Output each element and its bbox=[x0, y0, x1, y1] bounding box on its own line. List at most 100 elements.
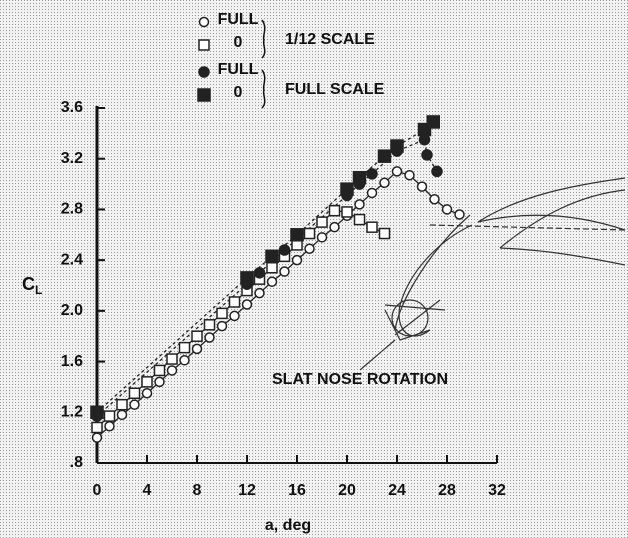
point bbox=[279, 266, 290, 277]
point bbox=[391, 166, 403, 177]
point bbox=[431, 165, 443, 178]
point bbox=[266, 276, 278, 287]
point bbox=[141, 376, 153, 388]
point bbox=[104, 420, 115, 432]
point bbox=[116, 398, 128, 411]
point bbox=[340, 182, 354, 196]
x-tick-label: 32 bbox=[488, 482, 506, 499]
point bbox=[204, 332, 215, 343]
x-tick-label: 4 bbox=[143, 482, 152, 499]
point bbox=[203, 319, 216, 331]
x-tick-label: 12 bbox=[238, 482, 256, 499]
point bbox=[191, 330, 203, 342]
y-axis-label-main: C bbox=[22, 274, 35, 294]
point bbox=[253, 267, 266, 279]
point bbox=[316, 216, 328, 228]
legend-marker bbox=[197, 88, 211, 102]
x-tick-label: 24 bbox=[388, 482, 406, 499]
point bbox=[178, 341, 191, 354]
y-tick-label: 2.0 bbox=[61, 302, 83, 319]
point bbox=[229, 310, 240, 322]
point bbox=[129, 399, 140, 410]
point bbox=[378, 227, 391, 240]
y-tick-label: 2.8 bbox=[61, 201, 83, 218]
point bbox=[278, 244, 291, 256]
point bbox=[254, 287, 265, 299]
point bbox=[377, 149, 392, 163]
point bbox=[191, 343, 203, 355]
point bbox=[90, 405, 104, 420]
point bbox=[179, 355, 190, 366]
point bbox=[341, 206, 353, 218]
legend-label: 0 bbox=[234, 84, 243, 101]
x-tick-label: 28 bbox=[438, 482, 456, 499]
point bbox=[352, 170, 367, 185]
point bbox=[316, 232, 328, 243]
legend-bracket bbox=[261, 69, 266, 109]
point bbox=[366, 168, 378, 180]
legend-label: 0 bbox=[234, 34, 243, 51]
point bbox=[216, 307, 228, 320]
point bbox=[366, 221, 378, 233]
point bbox=[366, 187, 378, 199]
y-tick-label: 3.6 bbox=[61, 99, 83, 116]
airfoil-sketch bbox=[359, 177, 626, 371]
x-tick-label: 20 bbox=[338, 482, 356, 499]
point bbox=[390, 139, 404, 153]
x-tick-label: 8 bbox=[193, 482, 202, 499]
point bbox=[128, 387, 141, 400]
point bbox=[266, 262, 278, 274]
point bbox=[290, 228, 304, 242]
y-tick-label: 1.6 bbox=[61, 353, 83, 370]
point bbox=[228, 296, 241, 308]
point bbox=[328, 204, 341, 217]
point bbox=[265, 249, 279, 264]
y-tick-label: 3.2 bbox=[61, 150, 83, 167]
point bbox=[421, 149, 433, 161]
y-tick-label: 1.2 bbox=[61, 404, 83, 421]
legend-marker bbox=[198, 39, 210, 51]
point bbox=[91, 432, 103, 443]
y-axis-label-sub: L bbox=[35, 283, 42, 297]
x-axis-label: a, deg bbox=[265, 517, 311, 534]
point bbox=[240, 271, 254, 285]
point bbox=[416, 181, 428, 192]
point bbox=[404, 169, 415, 181]
point bbox=[454, 209, 465, 220]
point bbox=[91, 421, 103, 434]
point bbox=[426, 115, 440, 129]
y-axis-label: CL bbox=[22, 274, 42, 297]
point bbox=[303, 227, 316, 240]
legend-group: 1/12 SCALE bbox=[285, 31, 375, 48]
point bbox=[353, 213, 366, 226]
point bbox=[116, 409, 128, 421]
point bbox=[429, 194, 440, 205]
point bbox=[379, 177, 390, 189]
point bbox=[441, 204, 453, 215]
point bbox=[154, 376, 165, 388]
legend-bracket bbox=[261, 19, 266, 59]
point bbox=[141, 388, 153, 399]
point bbox=[304, 243, 315, 254]
point bbox=[329, 221, 340, 233]
legend-marker bbox=[198, 16, 210, 28]
y-tick-label: .8 bbox=[70, 454, 83, 471]
legend-label: FULL bbox=[218, 11, 259, 28]
annotation: SLAT NOSE ROTATION bbox=[272, 371, 448, 388]
point bbox=[103, 410, 116, 422]
point bbox=[216, 320, 228, 332]
legend-label: FULL bbox=[218, 61, 259, 78]
legend-marker bbox=[198, 66, 210, 78]
legend-group: FULL SCALE bbox=[285, 81, 385, 98]
point bbox=[153, 364, 166, 377]
point bbox=[241, 299, 253, 310]
x-tick-label: 0 bbox=[93, 482, 102, 499]
point bbox=[291, 254, 303, 266]
point bbox=[166, 353, 178, 365]
y-tick-label: 2.4 bbox=[61, 251, 83, 268]
point bbox=[354, 199, 365, 210]
x-tick-label: 16 bbox=[288, 482, 306, 499]
point bbox=[166, 365, 178, 376]
